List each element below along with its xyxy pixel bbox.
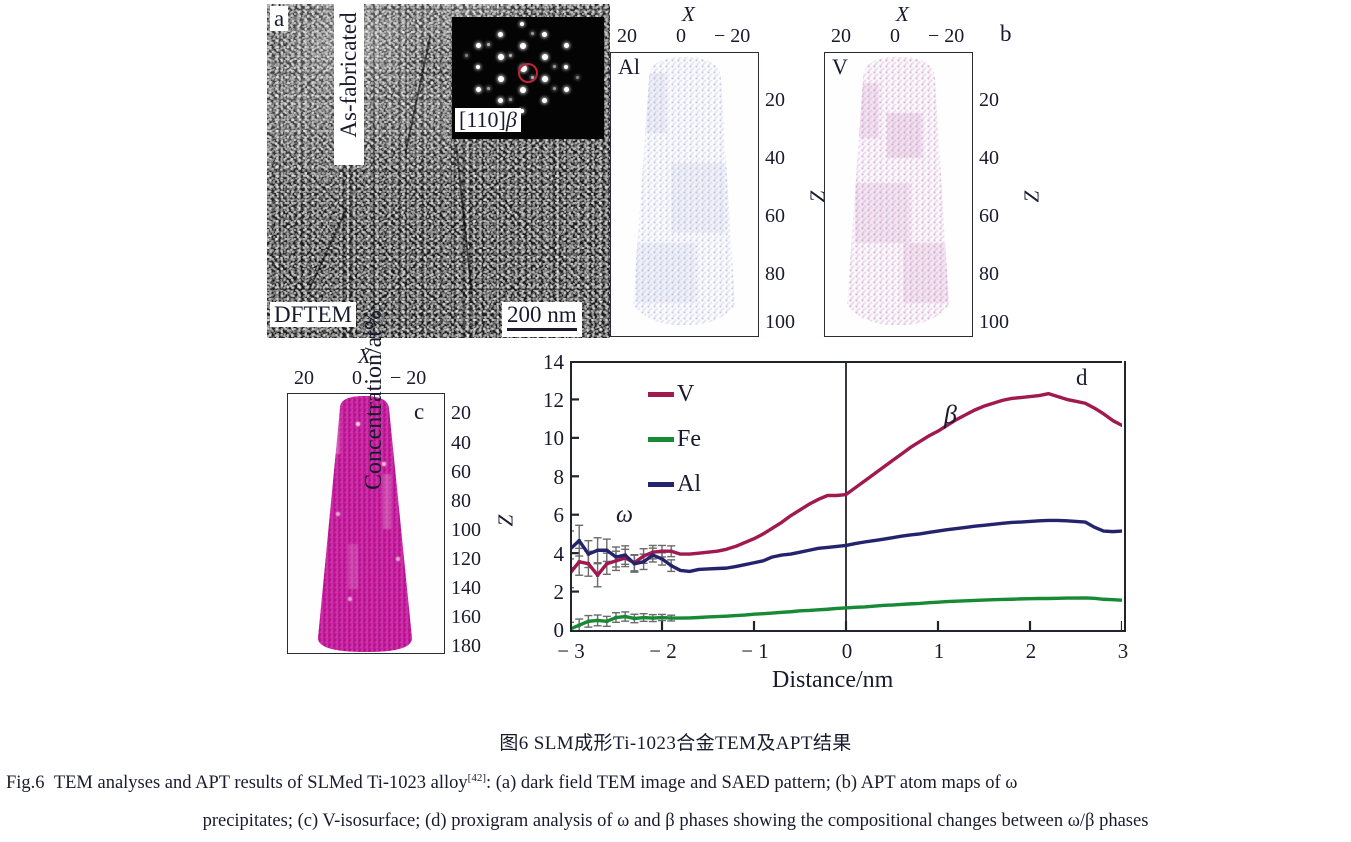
al-map-z-tick: 100 — [765, 311, 795, 333]
v-atom-cloud — [825, 53, 972, 336]
dftem-label: DFTEM — [270, 302, 356, 327]
zone-axis-label: [110]β — [455, 108, 521, 132]
legend-item-al[interactable]: Al — [648, 469, 701, 499]
c-x-tick: 0 — [352, 367, 362, 389]
panel-a-tag: a — [270, 6, 289, 31]
c-z-tick: 60 — [451, 461, 471, 483]
panel-b-tag: b — [1000, 21, 1012, 46]
al-map-species-tag: Al — [618, 54, 640, 79]
c-z-tick: 40 — [451, 432, 471, 454]
al-atom-cloud — [611, 53, 758, 336]
chart-y-tick: 4 — [553, 542, 565, 566]
saed-selected-spot-circle — [518, 63, 538, 83]
v-map-z-tick: 80 — [979, 263, 999, 285]
chart-y-axis-title: Concentration/at% — [361, 310, 387, 490]
legend-label-fe: Fe — [677, 425, 701, 452]
v-map-x-axis-title: X — [896, 2, 909, 26]
chart-x-axis-title: Distance/nm — [772, 667, 894, 693]
al-tip-shape — [633, 57, 735, 325]
al-map-z-tick: 60 — [765, 205, 785, 227]
chart-y-tick: 10 — [543, 426, 564, 450]
legend-item-v[interactable]: V — [648, 379, 701, 409]
chart-top-border — [570, 361, 1122, 363]
figure-6: As-fabricated a DFTEM 200 nm — [267, 0, 1129, 693]
v-tip-shape — [847, 57, 949, 325]
scalebar-line — [507, 328, 577, 331]
v-isosurface-box — [287, 393, 445, 654]
figure-caption: 图6 SLM成形Ti-1023合金TEM及APT结果 Fig.6 TEM ana… — [0, 700, 1351, 839]
v-atom-map-box — [824, 52, 973, 337]
chart-legend: V Fe Al — [648, 379, 701, 499]
c-z-tick: 180 — [451, 635, 481, 657]
al-map-x-tick: 20 — [617, 25, 637, 47]
chart-y-tick: 12 — [543, 388, 564, 412]
panel-c-tag: c — [414, 399, 425, 424]
c-x-tick: 20 — [294, 367, 314, 389]
v-map-species-tag: V — [832, 54, 848, 79]
chart-x-tick: 2 — [1025, 639, 1037, 663]
c-tip-shape — [318, 396, 412, 652]
caption-chinese: 图6 SLM成形Ti-1023合金TEM及APT结果 — [499, 733, 852, 754]
as-fabricated-label: As-fabricated — [334, 0, 364, 165]
caption-english-line2: precipitates; (c) V-isosurface; (d) prox… — [202, 811, 1149, 832]
v-map-x-tick: 0 — [890, 25, 900, 47]
chart-y-tick: 0 — [553, 618, 565, 642]
c-x-tick: − 20 — [390, 367, 427, 389]
chart-y-tick: 14 — [543, 350, 564, 374]
c-z-tick: 20 — [451, 402, 471, 424]
chart-x-tick: 3 — [1117, 639, 1129, 663]
al-map-x-tick: − 20 — [714, 25, 751, 47]
caption-fig-number: Fig.6 — [6, 773, 45, 793]
panel-d-tag: d — [1076, 365, 1088, 390]
chart-x-tick: − 1 — [741, 639, 769, 663]
chart-y-tick: 6 — [553, 503, 565, 527]
chart-y-tick: 2 — [553, 580, 565, 604]
c-z-axis-title: Z — [493, 514, 518, 527]
v-map-x-tick: − 20 — [928, 25, 965, 47]
v-map-z-tick: 40 — [979, 147, 999, 169]
scalebar: 200 nm — [502, 302, 582, 337]
zone-axis-phase: β — [505, 107, 517, 132]
legend-item-fe[interactable]: Fe — [648, 424, 701, 454]
al-map-z-tick: 40 — [765, 147, 785, 169]
c-z-tick: 120 — [451, 548, 481, 570]
v-map-z-tick: 100 — [979, 311, 1009, 333]
legend-swatch-al — [648, 481, 674, 487]
caption-text-b: : (a) dark field TEM image and SAED patt… — [486, 773, 1018, 793]
c-x-axis-title: X — [358, 344, 371, 368]
c-z-tick: 100 — [451, 519, 481, 541]
caption-reference: [42] — [467, 771, 486, 784]
scalebar-label: 200 nm — [507, 302, 577, 327]
v-map-z-axis-title: Z — [1019, 190, 1044, 203]
chart-x-tick: − 2 — [649, 639, 677, 663]
al-map-x-tick: 0 — [676, 25, 686, 47]
c-z-tick: 140 — [451, 577, 481, 599]
legend-swatch-v — [648, 391, 674, 397]
v-map-z-tick: 60 — [979, 205, 999, 227]
c-z-tick: 80 — [451, 490, 471, 512]
v-map-z-tick: 20 — [979, 89, 999, 111]
omega-phase-annotation: ω — [616, 502, 633, 528]
caption-text-a: TEM analyses and APT results of SLMed Ti… — [53, 773, 468, 793]
c-z-tick: 160 — [451, 606, 481, 628]
chart-x-tick: − 3 — [557, 639, 585, 663]
chart-x-tick: 1 — [933, 639, 945, 663]
al-map-z-tick: 80 — [765, 263, 785, 285]
chart-y-tick: 8 — [553, 465, 565, 489]
al-map-x-axis-title: X — [682, 2, 695, 26]
al-map-z-tick: 20 — [765, 89, 785, 111]
caption-english-line1: Fig.6 TEM analyses and APT results of SL… — [0, 765, 1351, 801]
beta-phase-annotation: β — [944, 400, 957, 429]
v-map-x-tick: 20 — [831, 25, 851, 47]
al-atom-map-box — [610, 52, 759, 337]
legend-label-v: V — [677, 380, 695, 407]
legend-swatch-fe — [648, 436, 674, 442]
zone-axis-index: [110] — [459, 107, 506, 132]
chart-x-tick: 0 — [841, 639, 853, 663]
legend-label-al: Al — [677, 470, 701, 497]
